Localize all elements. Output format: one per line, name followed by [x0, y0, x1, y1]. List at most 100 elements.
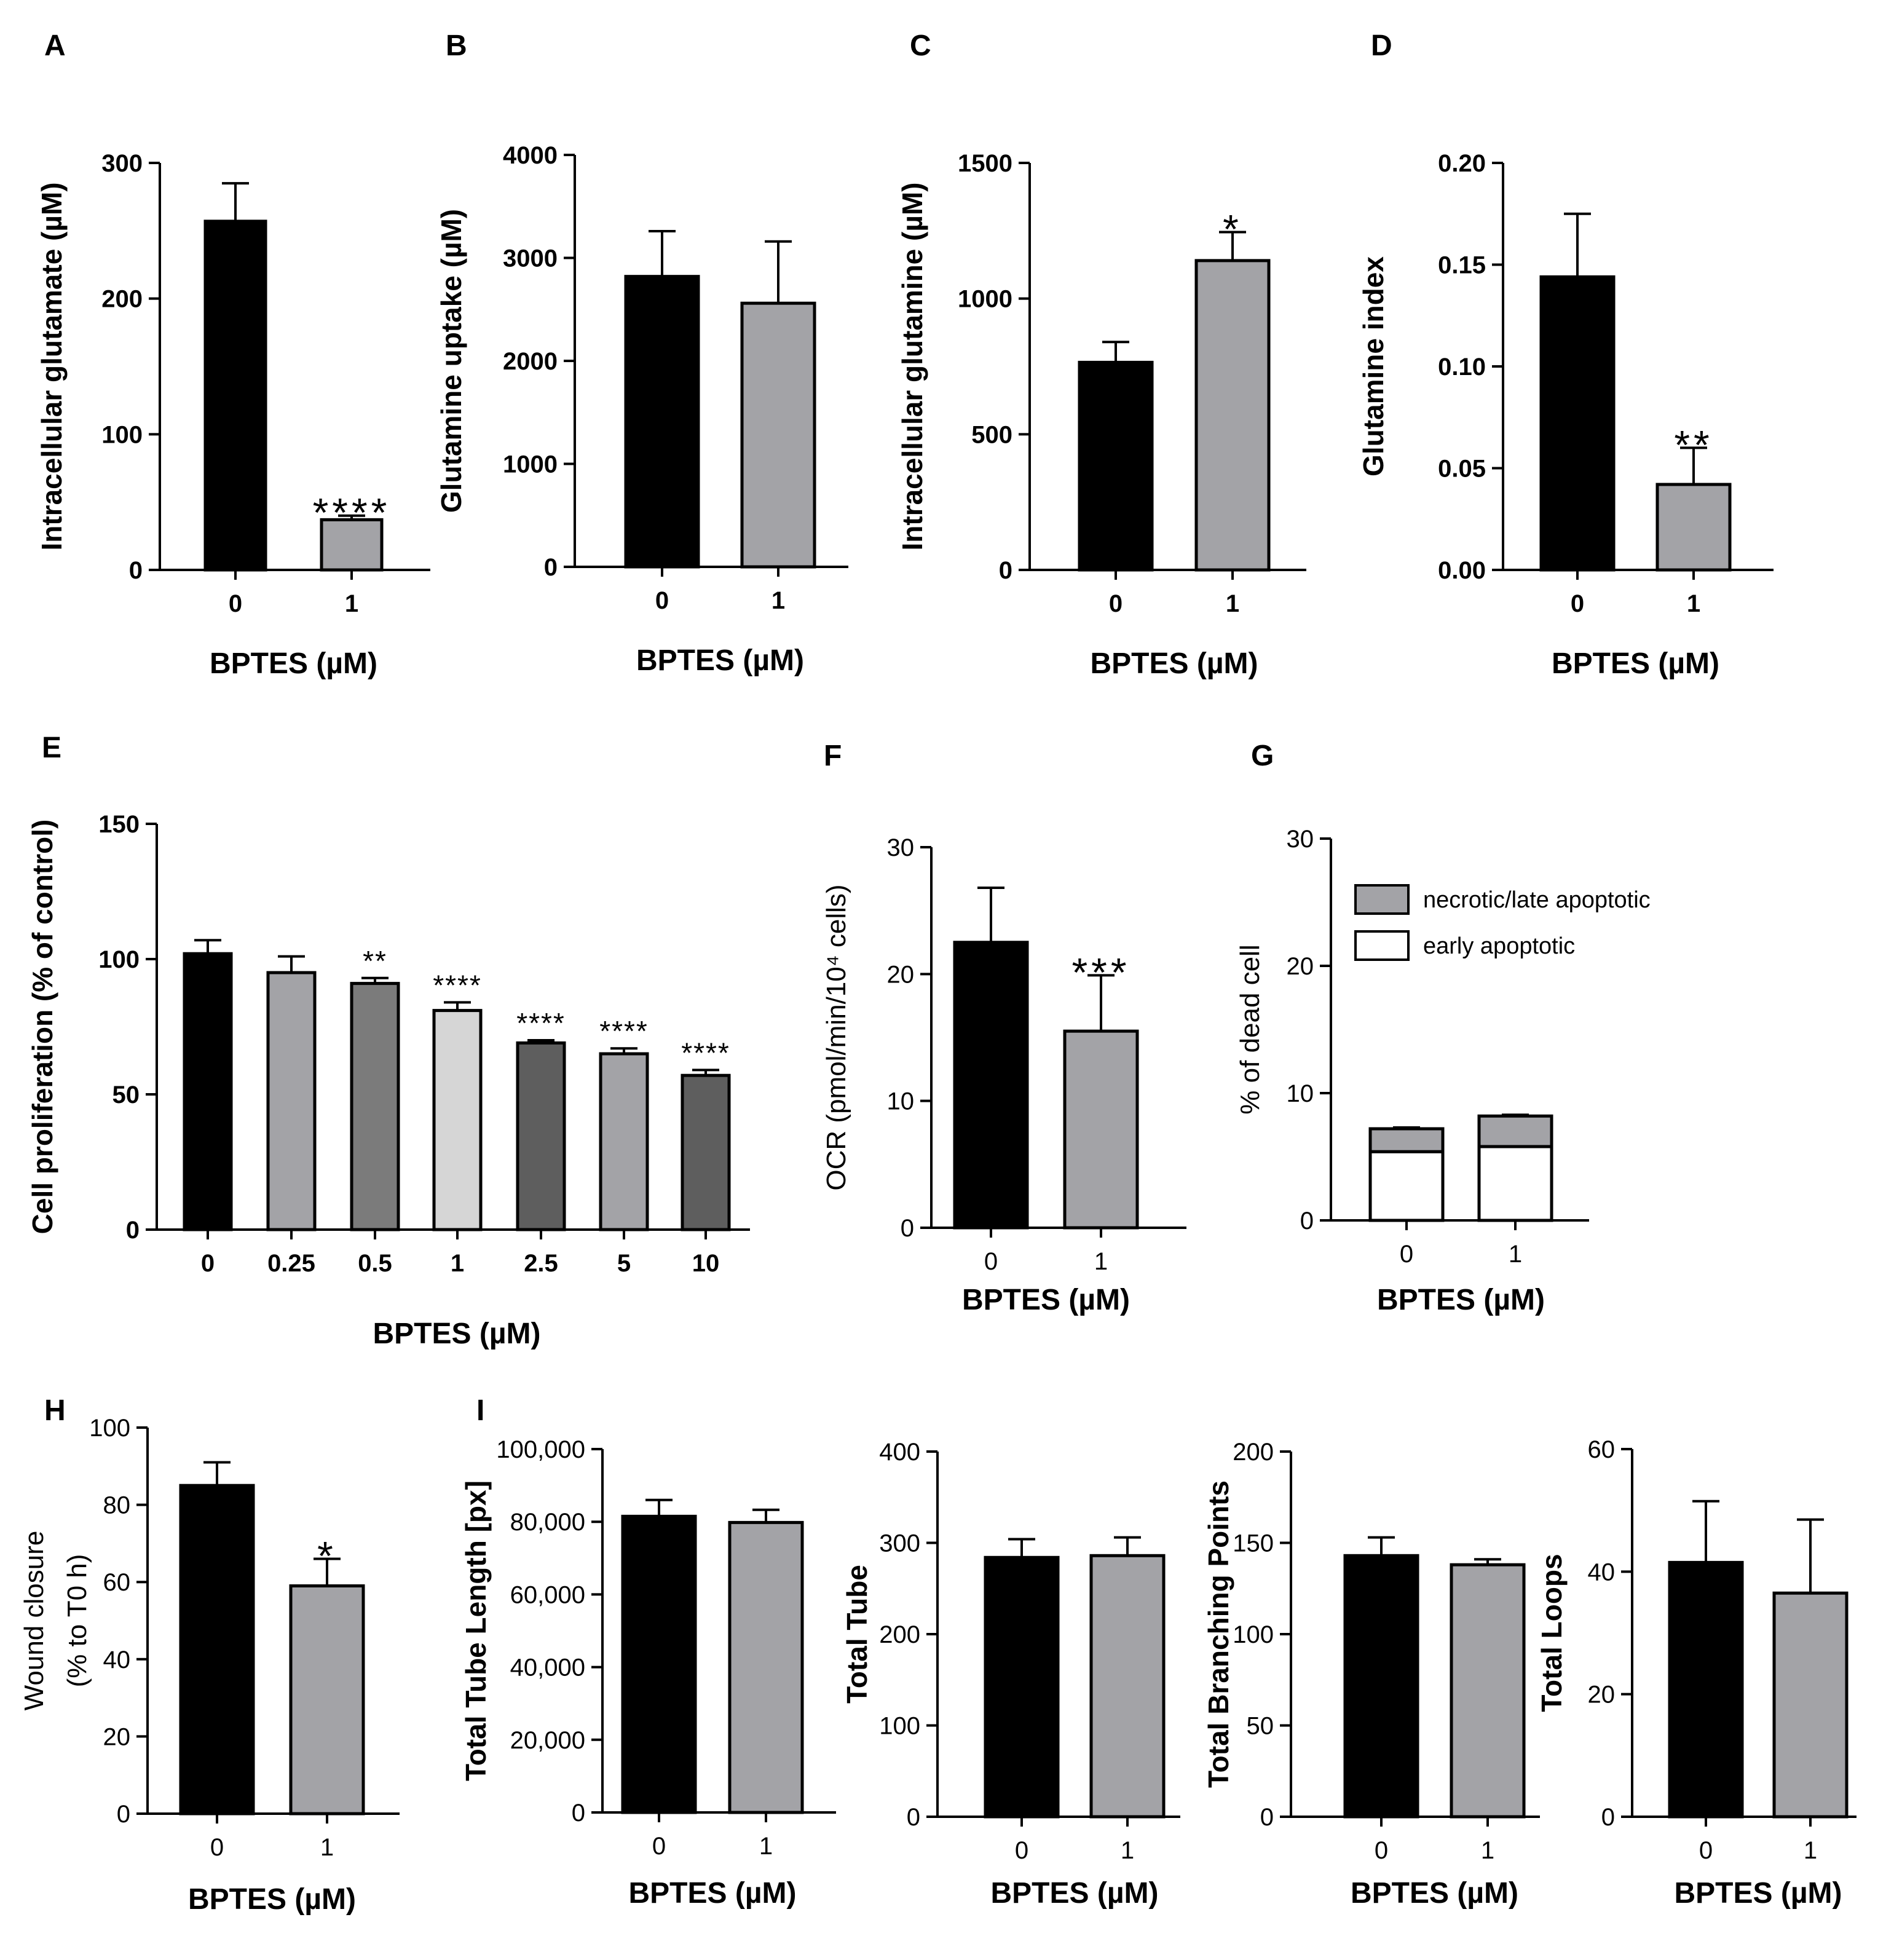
- panel-g-y-tick-label-2: 20: [1287, 953, 1314, 980]
- panel-g-bar-1-0: [1368, 1127, 1445, 1153]
- panel-d-y-tick-label-2: 0.10: [1438, 354, 1486, 381]
- panel-e-label: E: [42, 732, 61, 764]
- panel-d-x-label: BPTES (µM): [1552, 647, 1719, 680]
- panel-i1: I 0 20,000 40,000 60,000 80,000 100,000 0 1 Total…: [460, 1394, 836, 1910]
- panel-d: D 0.00 0.05 0.10 0.15 0.20 0 1 ** Glutamine index…: [1357, 30, 1774, 680]
- panel-e-y-tick-label-3: 150: [98, 811, 140, 838]
- panel-g-label: G: [1251, 740, 1274, 772]
- panel-i3-y-tick-label-0: 0: [1260, 1804, 1274, 1831]
- panel-f-y-tick-label-0: 0: [901, 1215, 914, 1242]
- panel-h-y-tick-label-5: 100: [89, 1415, 130, 1442]
- panel-h-annotation-1: *: [317, 1533, 337, 1579]
- panel-e-x-tick-label-6: 10: [692, 1250, 720, 1277]
- panel-f-x-label: BPTES (µM): [962, 1284, 1130, 1316]
- panel-i3-y-label: Total Branching Points: [1202, 1480, 1234, 1788]
- panel-e-x-tick-label-3: 1: [451, 1250, 464, 1277]
- panel-a-bar-0: [203, 219, 267, 572]
- panel-d-y-tick-label-4: 0.20: [1438, 150, 1486, 177]
- panel-i1-x-tick-label-1: 1: [759, 1833, 773, 1860]
- panel-i4: 0 20 40 60 0 1 Total Loops BPTES (µM): [1536, 1436, 1857, 1910]
- panel-c-y-tick-label-0: 0: [999, 557, 1012, 584]
- panel-i2-bar-1: [1089, 1554, 1166, 1819]
- panel-c-label: C: [910, 30, 931, 62]
- panel-i1-label: I: [476, 1394, 484, 1427]
- panel-d-y-tick-label-1: 0.05: [1438, 456, 1486, 483]
- panel-a-annotation-1: ****: [313, 490, 391, 535]
- panel-h-y-label-1: (% to T0 h): [62, 1554, 92, 1688]
- panel-e-y-tick-label-1: 50: [112, 1081, 140, 1108]
- panel-h-x-label: BPTES (µM): [188, 1883, 356, 1916]
- panel-i2: 0 100 200 300 400 0 1 Total Tube BPTES (µM): [841, 1439, 1180, 1910]
- panel-e-x-tick-label-2: 0.5: [358, 1250, 392, 1277]
- panel-e-y-tick-label-2: 100: [98, 946, 140, 973]
- panel-e-x-label: BPTES (µM): [373, 1318, 541, 1350]
- panel-f-y-tick-label-1: 10: [887, 1088, 915, 1115]
- panel-i1-y-tick-label-5: 100,000: [496, 1436, 585, 1463]
- panel-i1-y-tick-label-0: 0: [572, 1800, 585, 1827]
- panel-b: B 0 1000 2000 3000 4000 0 1 Glutamine uptake (µM…: [435, 30, 848, 677]
- panel-b-y-tick-label-1: 1000: [503, 451, 558, 478]
- panel-c-y-label: Intracellular glutamine (µM): [896, 182, 928, 550]
- panel-e-y-label: Cell proliferation (% of control): [26, 820, 58, 1235]
- panel-e-annotation-3: ****: [433, 969, 482, 1001]
- panel-i3-x-tick-label-1: 1: [1481, 1837, 1494, 1864]
- panel-a-y-tick-label-0: 0: [129, 557, 143, 584]
- panel-f-label: F: [824, 740, 842, 772]
- panel-i3-y-tick-label-1: 50: [1247, 1713, 1274, 1740]
- panel-i1-y-tick-label-4: 80,000: [510, 1509, 585, 1536]
- panel-f-y-tick-label-3: 30: [887, 834, 915, 861]
- panel-b-y-tick-label-0: 0: [544, 554, 558, 581]
- panel-e-annotation-6: ****: [681, 1037, 730, 1069]
- panel-e-annotation-5: ****: [599, 1015, 649, 1047]
- panel-g-y-label: % of dead cell: [1235, 944, 1265, 1114]
- panel-c-x-label: BPTES (µM): [1091, 647, 1258, 680]
- panel-h-y-tick-label-1: 20: [103, 1723, 131, 1750]
- panel-e-bar-0: [183, 952, 233, 1231]
- panel-b-bar-0: [624, 275, 700, 569]
- panel-h-y-tick-label-2: 40: [103, 1646, 131, 1674]
- panel-e-x-tick-label-4: 2.5: [524, 1250, 558, 1277]
- panel-a-y-tick-label-1: 100: [101, 421, 143, 448]
- panel-a-label: A: [44, 30, 66, 62]
- panel-b-x-tick-label-0: 0: [655, 587, 669, 614]
- panel-h-x-tick-label-1: 1: [320, 1834, 334, 1861]
- panel-g-legend-label-0: early apoptotic: [1423, 933, 1575, 959]
- panel-f-bar-0: [953, 941, 1029, 1230]
- panel-i1-y-tick-label-3: 60,000: [510, 1581, 585, 1608]
- panel-f-annotation-1: ***: [1071, 949, 1130, 995]
- panel-i2-x-tick-label-0: 0: [1015, 1837, 1028, 1864]
- panel-e-x-tick-label-1: 0.25: [267, 1250, 315, 1277]
- panel-d-y-tick-label-3: 0.15: [1438, 252, 1486, 279]
- panel-f-y-tick-label-2: 20: [887, 961, 915, 988]
- panel-e-annotation-4: ****: [516, 1007, 566, 1039]
- panel-i1-y-label: Total Tube Length [px]: [460, 1480, 492, 1781]
- panel-c-annotation-1: *: [1223, 207, 1242, 252]
- panel-d-y-tick-label-0: 0.00: [1438, 557, 1486, 584]
- panel-e-bar-5: [599, 1052, 649, 1231]
- panel-e-bar-6: [681, 1073, 731, 1231]
- panel-b-y-tick-label-3: 3000: [503, 245, 558, 272]
- panel-g-y-tick-label-3: 30: [1287, 826, 1314, 853]
- panel-g-x-tick-label-1: 1: [1509, 1241, 1522, 1268]
- panel-i1-bar-1: [728, 1520, 804, 1814]
- panel-g-y-tick-label-1: 10: [1287, 1080, 1314, 1107]
- panel-i2-y-label: Total Tube: [841, 1565, 873, 1704]
- panel-c-x-tick-label-1: 1: [1226, 590, 1239, 617]
- panel-i4-x-tick-label-0: 0: [1699, 1837, 1713, 1864]
- panel-i2-y-tick-label-1: 100: [879, 1713, 920, 1740]
- panel-i3: 0 50 100 150 200 0 1 Total Branching Points BPTE…: [1202, 1439, 1540, 1910]
- panel-f-x-tick-label-0: 0: [984, 1248, 998, 1275]
- panel-c-bar-0: [1078, 360, 1154, 572]
- panel-i2-y-tick-label-3: 300: [879, 1530, 920, 1557]
- panel-e-x-tick-label-5: 5: [617, 1250, 631, 1277]
- panel-h-y-label-0: Wound closure: [19, 1531, 49, 1711]
- panel-i3-y-tick-label-4: 200: [1233, 1439, 1274, 1466]
- panel-i1-x-tick-label-0: 0: [652, 1833, 666, 1860]
- panel-h-label: H: [44, 1394, 66, 1427]
- panel-h-x-tick-label-0: 0: [210, 1834, 224, 1861]
- panel-b-bar-1: [740, 301, 816, 569]
- panel-h-y-tick-label-4: 80: [103, 1492, 131, 1519]
- panel-i2-y-tick-label-4: 400: [879, 1439, 920, 1466]
- panel-c-y-tick-label-3: 1500: [958, 150, 1012, 177]
